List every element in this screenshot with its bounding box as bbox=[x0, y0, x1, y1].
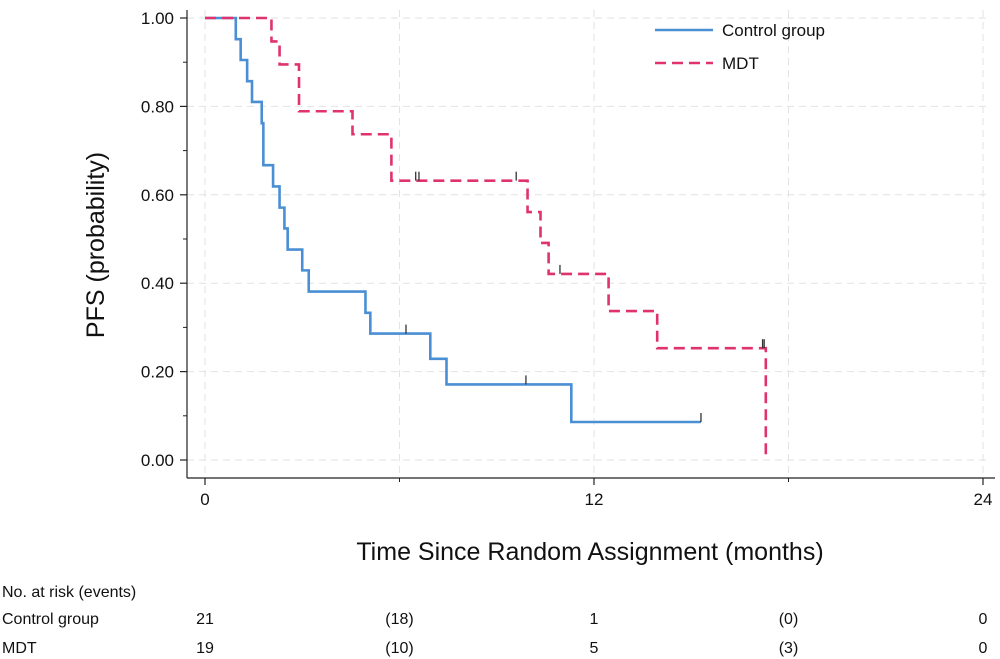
x-tick-label: 24 bbox=[974, 490, 993, 509]
series-line-control-group bbox=[205, 16, 701, 424]
legend-label-mdt: MDT bbox=[722, 54, 759, 73]
risk-row-label: Control group bbox=[2, 611, 99, 628]
y-tick-label: 0.80 bbox=[141, 97, 174, 116]
series-layer bbox=[205, 16, 768, 460]
y-tick-label: 0.00 bbox=[141, 451, 174, 470]
risk-table: No. at risk (events) Control group 21 (18) 1… bbox=[2, 584, 988, 657]
legend-label-control-group: Control group bbox=[722, 21, 825, 40]
x-tick-label: 0 bbox=[200, 490, 209, 509]
risk-cell: 19 bbox=[196, 640, 214, 657]
risk-cell: 1 bbox=[590, 611, 599, 628]
x-tick-label: 12 bbox=[585, 490, 604, 509]
risk-row-label: MDT bbox=[2, 640, 37, 657]
risk-cell: 0 bbox=[979, 640, 988, 657]
risk-cell: (3) bbox=[779, 640, 799, 657]
series-line-mdt bbox=[205, 16, 768, 460]
y-tick-label: 0.60 bbox=[141, 186, 174, 205]
y-tick-label: 0.20 bbox=[141, 363, 174, 382]
risk-cell: (10) bbox=[385, 640, 413, 657]
risk-cell: 5 bbox=[590, 640, 599, 657]
x-axis-title: Time Since Random Assignment (months) bbox=[356, 538, 823, 566]
risk-cell: (18) bbox=[385, 611, 413, 628]
risk-table-header: No. at risk (events) bbox=[2, 584, 136, 601]
risk-cell: (0) bbox=[779, 611, 799, 628]
risk-cell: 21 bbox=[196, 611, 214, 628]
grid-lines bbox=[187, 10, 991, 478]
legend: Control group MDT bbox=[655, 21, 825, 73]
y-axis-title: PFS (probability) bbox=[82, 152, 110, 338]
axes: 0.00 0.20 0.40 0.60 0.80 1.00 0 12 24 Time Since … bbox=[82, 9, 995, 566]
y-tick-label: 0.40 bbox=[141, 274, 174, 293]
y-tick-label: 1.00 bbox=[141, 9, 174, 28]
risk-cell: 0 bbox=[979, 611, 988, 628]
